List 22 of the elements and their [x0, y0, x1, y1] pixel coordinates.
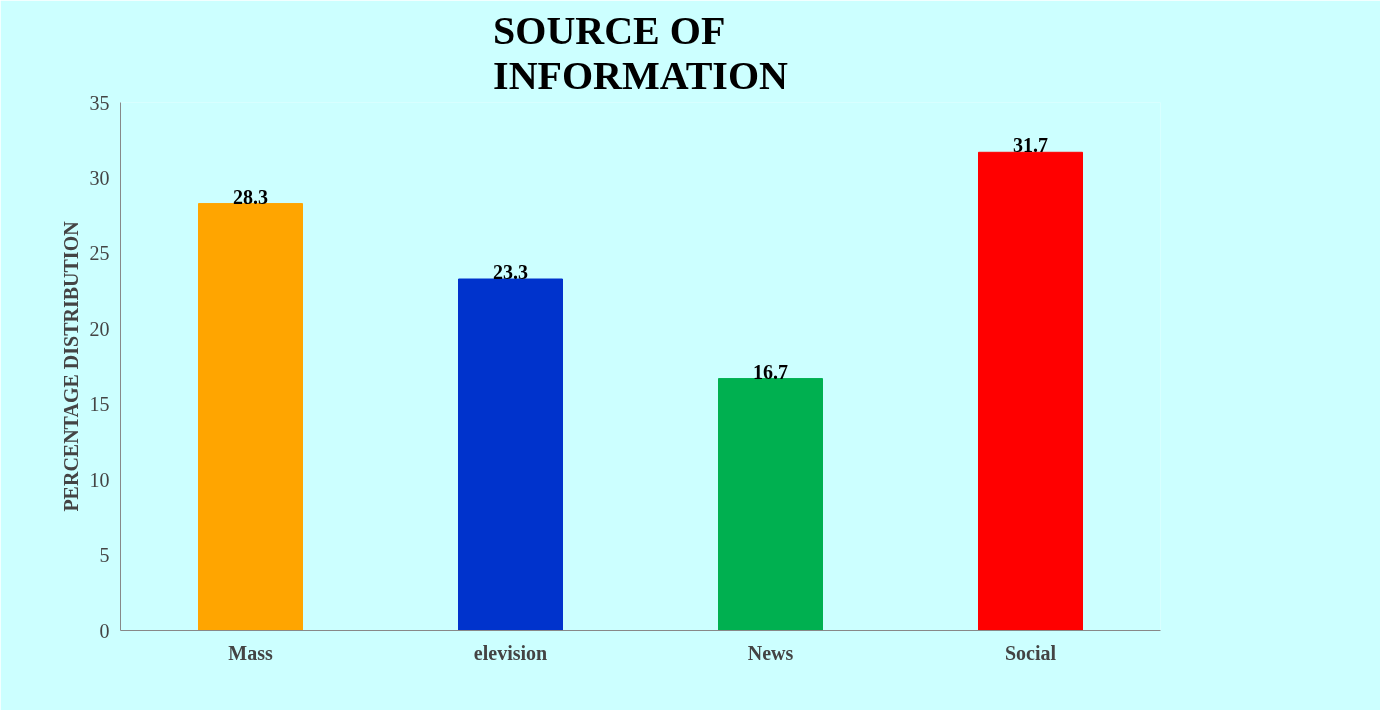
y-tick-label: 35	[89, 91, 110, 114]
x-tick-label: Mass	[228, 641, 273, 664]
x-tick-label: Social	[1004, 641, 1057, 664]
y-tick-label: 10	[89, 468, 110, 491]
bar	[718, 378, 823, 631]
y-tick-label: 0	[99, 619, 110, 642]
chart-title: SOURCE OF INFORMATION	[493, 7, 789, 98]
x-tick-label: News	[747, 641, 794, 664]
bar	[198, 203, 303, 631]
data-label: 23.3	[493, 261, 528, 283]
data-label: 16.7	[753, 360, 788, 383]
y-tick-label: 30	[89, 166, 110, 189]
y-tick-label: 15	[89, 393, 110, 416]
y-axis-title: PERCENTAGE DISTRIBUTION	[59, 220, 82, 512]
bar	[458, 278, 563, 631]
y-tick-label: 5	[99, 544, 110, 567]
y-tick-label: 25	[89, 242, 110, 265]
data-label: 31.7	[1013, 134, 1048, 157]
bar	[978, 151, 1083, 631]
data-label: 28.3	[233, 185, 268, 208]
x-tick-label: elevision	[473, 641, 548, 664]
y-tick-label: 20	[89, 317, 110, 340]
